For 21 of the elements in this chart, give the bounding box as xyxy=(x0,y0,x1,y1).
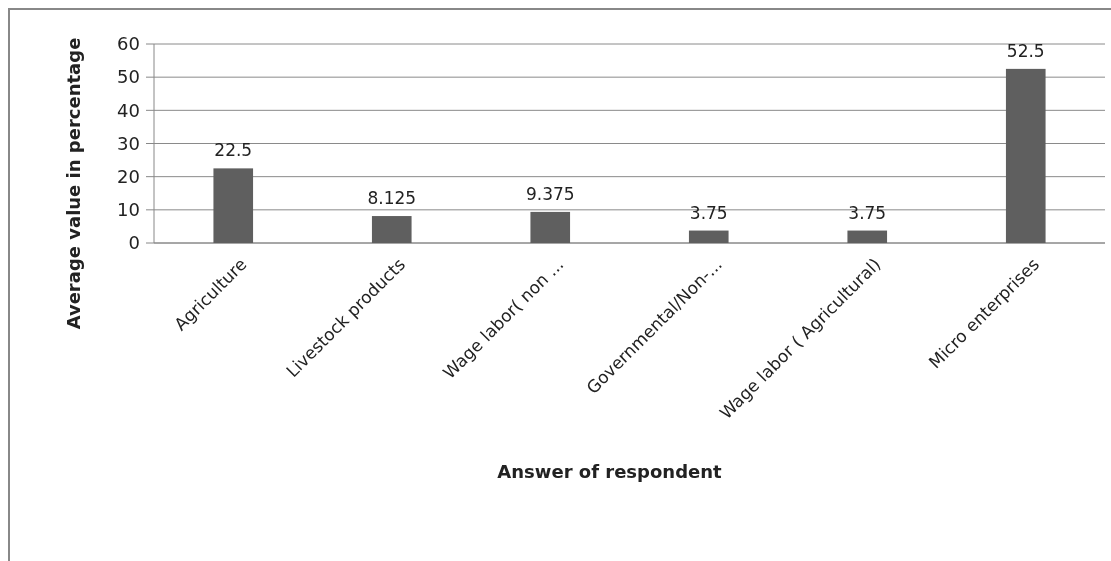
bar xyxy=(1005,68,1046,243)
data-label: 8.125 xyxy=(367,188,417,209)
bar xyxy=(371,216,412,243)
bar xyxy=(847,230,888,243)
y-tick-label: 40 xyxy=(117,99,140,121)
data-label: 52.5 xyxy=(1006,40,1045,61)
y-tick-label: 10 xyxy=(117,199,140,221)
data-label: 22.5 xyxy=(214,140,253,161)
x-axis-title: Answer of respondent xyxy=(497,461,723,482)
data-label: 3.75 xyxy=(848,202,887,223)
y-tick-label: 0 xyxy=(128,232,140,254)
y-tick-label: 60 xyxy=(117,33,140,55)
data-label: 3.75 xyxy=(689,202,728,223)
bar xyxy=(688,230,729,243)
bar xyxy=(213,168,254,243)
bar xyxy=(530,211,571,243)
y-axis-title: Average value in percentage xyxy=(63,37,84,330)
y-tick-label: 30 xyxy=(117,132,140,154)
data-label: 9.375 xyxy=(525,183,575,204)
y-tick-label: 50 xyxy=(117,66,140,88)
y-tick-label: 20 xyxy=(117,165,140,187)
